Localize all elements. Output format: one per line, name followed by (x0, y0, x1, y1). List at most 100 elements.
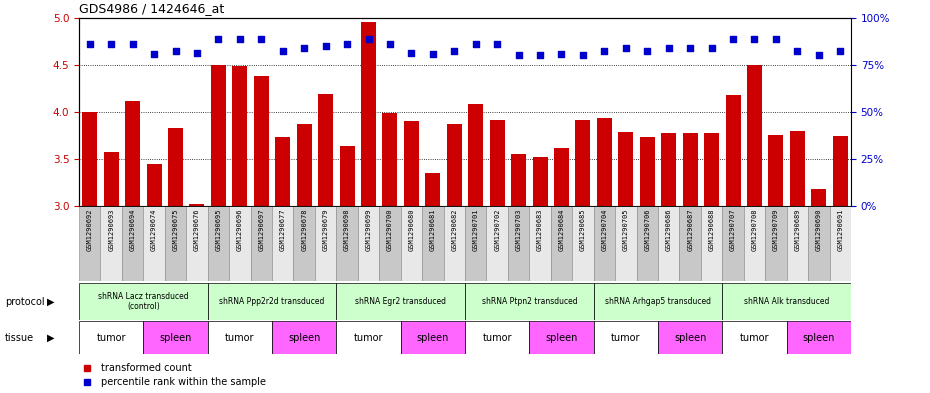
Bar (297, 124, 312, 206)
Text: shRNA Ptpn2 transduced: shRNA Ptpn2 transduced (482, 297, 578, 306)
Bar (725, 95, 740, 206)
Bar (315, 206, 337, 281)
Point (576, 52, 591, 59)
Bar (768, 135, 783, 206)
Bar (79, 206, 100, 281)
Point (297, 45, 312, 51)
Point (832, 48, 847, 54)
Text: GSM1290700: GSM1290700 (387, 209, 393, 251)
Bar (294, 206, 315, 281)
Point (811, 52, 826, 59)
Point (661, 45, 676, 51)
Bar (723, 206, 744, 281)
Text: GDS4986 / 1424646_at: GDS4986 / 1424646_at (79, 2, 224, 15)
Bar (830, 206, 851, 281)
Bar (254, 76, 269, 206)
Text: GSM1290683: GSM1290683 (537, 209, 543, 251)
Bar (529, 206, 551, 281)
Bar (787, 321, 851, 354)
Point (747, 36, 762, 42)
Text: GSM1290685: GSM1290685 (580, 209, 586, 251)
Bar (211, 65, 226, 206)
Bar (339, 146, 354, 206)
Text: spleen: spleen (288, 332, 320, 343)
Point (768, 36, 783, 42)
Bar (337, 283, 465, 320)
Bar (104, 152, 119, 206)
Bar (358, 206, 379, 281)
Text: GSM1290699: GSM1290699 (365, 209, 371, 251)
Point (618, 45, 633, 51)
Text: ▶: ▶ (47, 332, 55, 343)
Text: protocol: protocol (5, 297, 45, 307)
Text: tumor: tumor (353, 332, 383, 343)
Point (640, 48, 655, 54)
Point (361, 36, 376, 42)
Bar (337, 321, 401, 354)
Text: GSM1290692: GSM1290692 (86, 209, 93, 251)
Text: shRNA Lacz transduced
(control): shRNA Lacz transduced (control) (98, 292, 189, 311)
Text: GSM1290676: GSM1290676 (194, 209, 200, 251)
Point (232, 36, 247, 42)
Point (725, 36, 740, 42)
Text: spleen: spleen (674, 332, 706, 343)
Text: GSM1290695: GSM1290695 (216, 209, 221, 251)
Bar (593, 321, 658, 354)
Bar (683, 133, 698, 206)
Text: GSM1290709: GSM1290709 (773, 209, 779, 251)
Text: GSM1290707: GSM1290707 (730, 209, 736, 251)
Bar (572, 206, 593, 281)
Text: GSM1290675: GSM1290675 (173, 209, 179, 251)
Bar (790, 131, 804, 206)
Text: shRNA Ppp2r2d transduced: shRNA Ppp2r2d transduced (219, 297, 325, 306)
Text: shRNA Egr2 transduced: shRNA Egr2 transduced (355, 297, 446, 306)
Bar (207, 206, 229, 281)
Bar (723, 283, 851, 320)
Bar (765, 206, 787, 281)
Point (790, 48, 804, 54)
Point (704, 45, 719, 51)
Bar (186, 206, 207, 281)
Bar (79, 283, 207, 320)
Text: GSM1290680: GSM1290680 (408, 209, 415, 251)
Bar (465, 283, 593, 320)
Text: transformed count: transformed count (100, 362, 192, 373)
Bar (318, 94, 333, 206)
Bar (250, 206, 272, 281)
Text: GSM1290677: GSM1290677 (280, 209, 286, 251)
Bar (382, 113, 397, 206)
Bar (490, 119, 505, 206)
Text: tumor: tumor (225, 332, 255, 343)
Text: GSM1290696: GSM1290696 (237, 209, 243, 251)
Bar (508, 206, 529, 281)
Bar (529, 321, 593, 354)
Point (339, 41, 354, 47)
Point (211, 36, 226, 42)
Point (254, 36, 269, 42)
Text: tumor: tumor (97, 332, 126, 343)
Text: ▶: ▶ (47, 297, 55, 307)
Text: percentile rank within the sample: percentile rank within the sample (100, 377, 266, 387)
Bar (701, 206, 723, 281)
Bar (379, 206, 401, 281)
Point (104, 41, 119, 47)
Point (469, 41, 484, 47)
Point (382, 41, 397, 47)
Point (512, 52, 526, 59)
Bar (832, 136, 848, 206)
Bar (82, 112, 98, 206)
Text: shRNA Arhgap5 transduced: shRNA Arhgap5 transduced (605, 297, 711, 306)
Bar (744, 206, 765, 281)
Bar (661, 133, 676, 206)
Bar (465, 321, 529, 354)
Bar (658, 321, 723, 354)
Bar (444, 206, 465, 281)
Point (425, 50, 440, 57)
Point (168, 48, 183, 54)
Bar (422, 206, 444, 281)
Text: GSM1290703: GSM1290703 (515, 209, 522, 251)
Bar (468, 105, 484, 206)
Bar (787, 206, 808, 281)
Bar (207, 283, 337, 320)
Bar (808, 206, 830, 281)
